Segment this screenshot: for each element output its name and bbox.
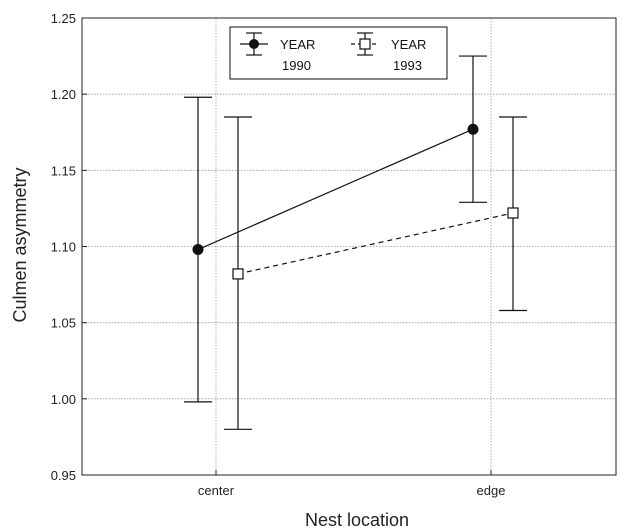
legend-item-1: YEAR 1993 xyxy=(351,32,426,73)
series-line xyxy=(237,212,514,275)
y-tick-label: 1.10 xyxy=(51,240,76,255)
y-tick-label: 1.00 xyxy=(51,392,76,407)
legend-label: 1993 xyxy=(393,58,422,73)
series-1 xyxy=(224,116,527,430)
tick-labels: 0.95 1.00 1.05 1.10 1.15 1.20 1.25 center edge xyxy=(51,11,506,498)
y-tick-label: 1.20 xyxy=(51,87,76,102)
x-axis-title: Nest location xyxy=(305,510,409,530)
x-tick-label-center: center xyxy=(198,483,235,498)
data-point xyxy=(467,123,479,135)
series-layer xyxy=(184,55,527,430)
data-point xyxy=(507,207,519,219)
y-tick-label: 1.05 xyxy=(51,316,76,331)
data-point xyxy=(192,244,204,256)
grid-lines xyxy=(82,18,616,475)
series-line xyxy=(197,128,474,251)
legend: YEAR 1990 YEAR 1993 xyxy=(229,26,448,80)
legend-item-0: YEAR 1990 xyxy=(240,32,315,73)
y-tick-label: 0.95 xyxy=(51,468,76,483)
y-tick-label: 1.15 xyxy=(51,163,76,178)
legend-marker xyxy=(359,38,371,50)
series-0 xyxy=(184,55,487,403)
legend-box xyxy=(229,26,448,80)
y-tick-label: 1.25 xyxy=(51,11,76,26)
x-tick-label-edge: edge xyxy=(477,483,506,498)
data-point xyxy=(232,268,244,280)
legend-label: YEAR xyxy=(280,37,315,52)
legend-label: YEAR xyxy=(391,37,426,52)
legend-marker xyxy=(249,39,259,49)
legend-label: 1990 xyxy=(282,58,311,73)
y-axis-title: Culmen asymmetry xyxy=(10,167,30,322)
